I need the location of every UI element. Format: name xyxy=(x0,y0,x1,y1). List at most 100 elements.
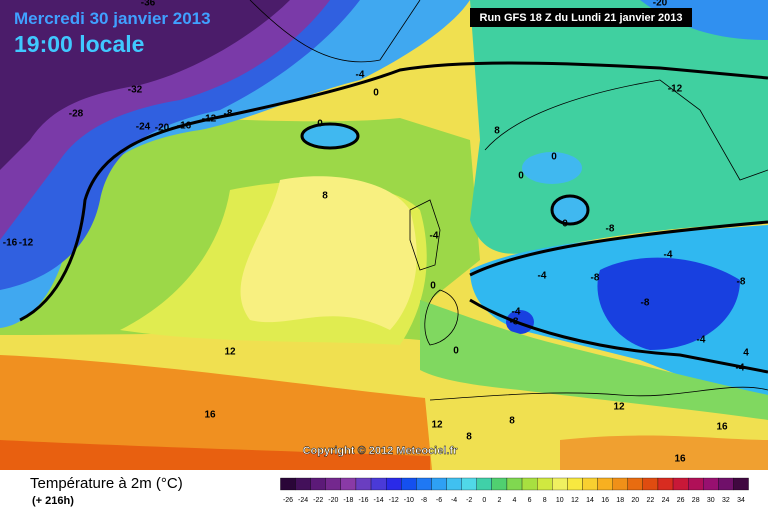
contour-label: 0 xyxy=(562,219,568,230)
contour-label: -20 xyxy=(155,123,170,134)
color-swatch xyxy=(310,477,326,491)
isotherm xyxy=(469,220,768,277)
warm-area xyxy=(0,355,432,470)
contour-label: 12 xyxy=(224,347,236,358)
contour-label: 0 xyxy=(551,152,557,163)
color-swatch xyxy=(612,477,628,491)
scale-tick-label: -26 xyxy=(283,497,293,504)
copyright: Copyright © 2012 Meteociel.fr xyxy=(303,445,459,457)
africa-warm-area xyxy=(560,435,768,470)
contour-label: 8 xyxy=(466,432,472,443)
contour-label: -12 xyxy=(202,114,217,125)
color-swatch xyxy=(718,477,734,491)
contour-label: -4 xyxy=(697,335,706,346)
hot-area xyxy=(0,440,430,470)
scale-tick-label: 24 xyxy=(662,497,670,504)
contour-label: 8 xyxy=(322,191,328,202)
legend-title: Température à 2m (°C) xyxy=(30,475,183,492)
legend-subtitle: (+ 216h) xyxy=(32,495,74,507)
scale-tick-label: 8 xyxy=(543,497,547,504)
scale-tick-label: -24 xyxy=(298,497,308,504)
color-swatch xyxy=(521,477,538,491)
mediterranean-area xyxy=(420,300,768,420)
contour-label: -4 xyxy=(538,271,547,282)
contour-label: -20 xyxy=(653,0,668,9)
coastline xyxy=(424,289,459,346)
scale-tick-label: -8 xyxy=(421,497,427,504)
scale-tick-label: 28 xyxy=(692,497,700,504)
extreme-cold-area xyxy=(0,0,290,170)
color-swatch xyxy=(627,477,644,491)
europe-core-cold xyxy=(597,257,740,350)
forecast-time: 19:00 locale xyxy=(14,31,144,57)
run-info: Run GFS 18 Z du Lundi 21 janvier 2013 xyxy=(480,12,683,24)
contour-label: -16 xyxy=(3,238,18,249)
contour-label: -4 xyxy=(664,250,673,261)
scale-tick-label: 4 xyxy=(513,497,517,504)
isotherm xyxy=(19,61,768,322)
coastline xyxy=(249,0,421,63)
color-swatch xyxy=(552,477,568,491)
contour-label: 12 xyxy=(431,420,443,431)
scale-tick-label: -2 xyxy=(466,497,472,504)
contour-label: 0 xyxy=(453,346,459,357)
color-swatch xyxy=(446,477,462,491)
color-swatch xyxy=(295,477,311,491)
contour-label: 0 xyxy=(518,171,524,182)
scale-tick-label: 30 xyxy=(707,497,715,504)
scale-tick-label: -20 xyxy=(328,497,338,504)
contour-label: -8 xyxy=(510,317,519,328)
cold-pocket xyxy=(302,124,358,148)
scale-tick-label: 2 xyxy=(497,497,501,504)
coastline xyxy=(429,386,768,401)
color-swatch xyxy=(401,477,417,491)
contour-label: 16 xyxy=(204,410,216,421)
contour-label: -12 xyxy=(668,84,683,95)
color-swatch xyxy=(340,477,357,491)
contour-label: 16 xyxy=(674,454,686,465)
scale-tick-label: -6 xyxy=(436,497,442,504)
color-swatch xyxy=(416,477,432,491)
scale-tick-label: 22 xyxy=(647,497,655,504)
contour-label: 4 xyxy=(743,348,749,359)
legend: Température à 2m (°C) (+ 216h) -26 -24 -2 2… xyxy=(30,475,749,507)
color-swatch xyxy=(431,477,447,491)
contour-label: 12 xyxy=(613,402,625,413)
scale-tick-label: 34 xyxy=(737,497,745,504)
color-swatch xyxy=(506,477,523,491)
contour-label: -8 xyxy=(641,298,650,309)
color-swatch xyxy=(642,477,659,491)
scale-tick-label: 16 xyxy=(601,497,609,504)
color-swatch xyxy=(491,477,508,491)
coastline xyxy=(484,79,768,181)
contour-label: -12 xyxy=(19,238,34,249)
forecast-date: Mercredi 30 janvier 2013 xyxy=(14,9,211,28)
color-swatch xyxy=(688,477,704,491)
color-swatch xyxy=(355,477,372,491)
color-swatch xyxy=(657,477,674,491)
scale-tick-label: 20 xyxy=(631,497,639,504)
scale-tick-label: 10 xyxy=(556,497,564,504)
color-swatch xyxy=(672,477,689,491)
color-swatch xyxy=(597,477,613,491)
contour-label: -28 xyxy=(69,109,84,120)
contour-label: -4 xyxy=(512,307,521,318)
scale-tick-label: 26 xyxy=(677,497,685,504)
light-yellow-area xyxy=(240,176,417,330)
color-swatch xyxy=(325,477,342,491)
run-box xyxy=(470,8,692,27)
scale-tick-label: -16 xyxy=(358,497,368,504)
color-swatch xyxy=(733,477,749,491)
scale-tick-label: -4 xyxy=(451,497,457,504)
color-swatch xyxy=(537,477,553,491)
cold-pocket xyxy=(552,196,588,224)
contour-label: -8 xyxy=(224,109,233,120)
coastlines xyxy=(249,0,768,401)
color-swatch xyxy=(370,477,387,491)
color-swatch xyxy=(567,477,583,491)
scale-tick-label: -14 xyxy=(374,497,384,504)
isotherm xyxy=(300,122,360,150)
